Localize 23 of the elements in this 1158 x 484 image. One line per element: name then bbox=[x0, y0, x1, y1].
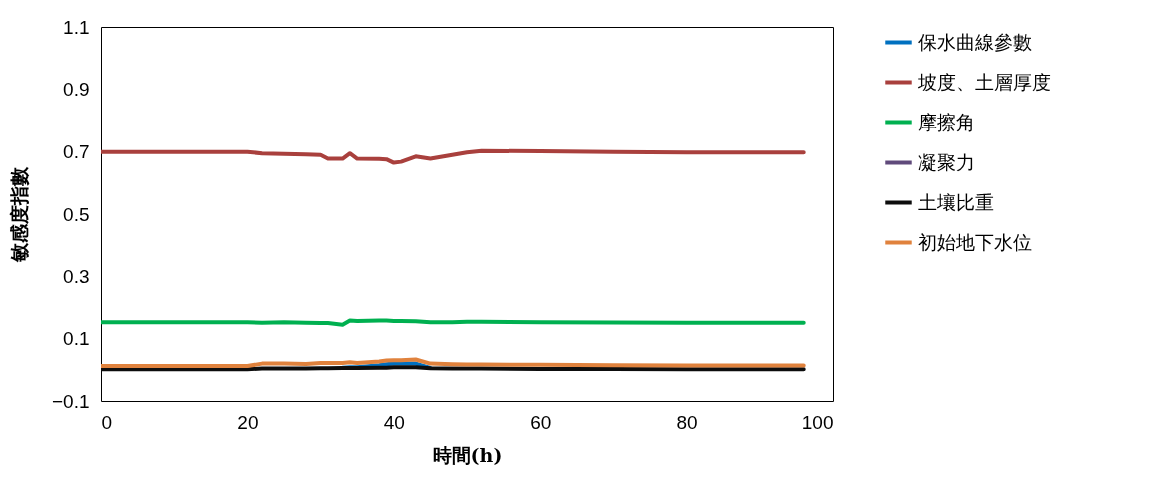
y-tick-label: 0.7 bbox=[63, 141, 90, 163]
y-tick-label: 0.1 bbox=[63, 328, 90, 350]
x-tick-label: 20 bbox=[237, 411, 259, 433]
legend-label: 初始地下水位 bbox=[918, 230, 1032, 253]
x-axis-title: 時間(h) bbox=[432, 443, 503, 466]
line-series bbox=[101, 357, 806, 369]
y-tick-label: 0.3 bbox=[63, 265, 90, 287]
y-tick-label: 0.5 bbox=[63, 203, 90, 225]
y-axis-title: 敏感度指數 bbox=[7, 166, 30, 263]
y-tick-label: 1.1 bbox=[63, 16, 90, 38]
x-tick-label: 80 bbox=[676, 411, 698, 433]
x-tick-label: 60 bbox=[530, 411, 552, 433]
y-tick-label: 0.9 bbox=[63, 78, 90, 100]
x-tick-label: 100 bbox=[801, 411, 834, 433]
x-tick-label: 0 bbox=[101, 411, 113, 433]
legend-label: 坡度、土層厚度 bbox=[917, 70, 1051, 93]
legend-label: 摩擦角 bbox=[918, 110, 975, 133]
legend-label: 凝聚力 bbox=[918, 150, 975, 173]
legend-label: 保水曲線參數 bbox=[918, 30, 1032, 53]
y-tick-label: −0.1 bbox=[51, 390, 90, 412]
legend-label: 土壤比重 bbox=[918, 190, 994, 213]
line-series bbox=[101, 148, 806, 165]
x-tick-label: 40 bbox=[383, 411, 405, 433]
